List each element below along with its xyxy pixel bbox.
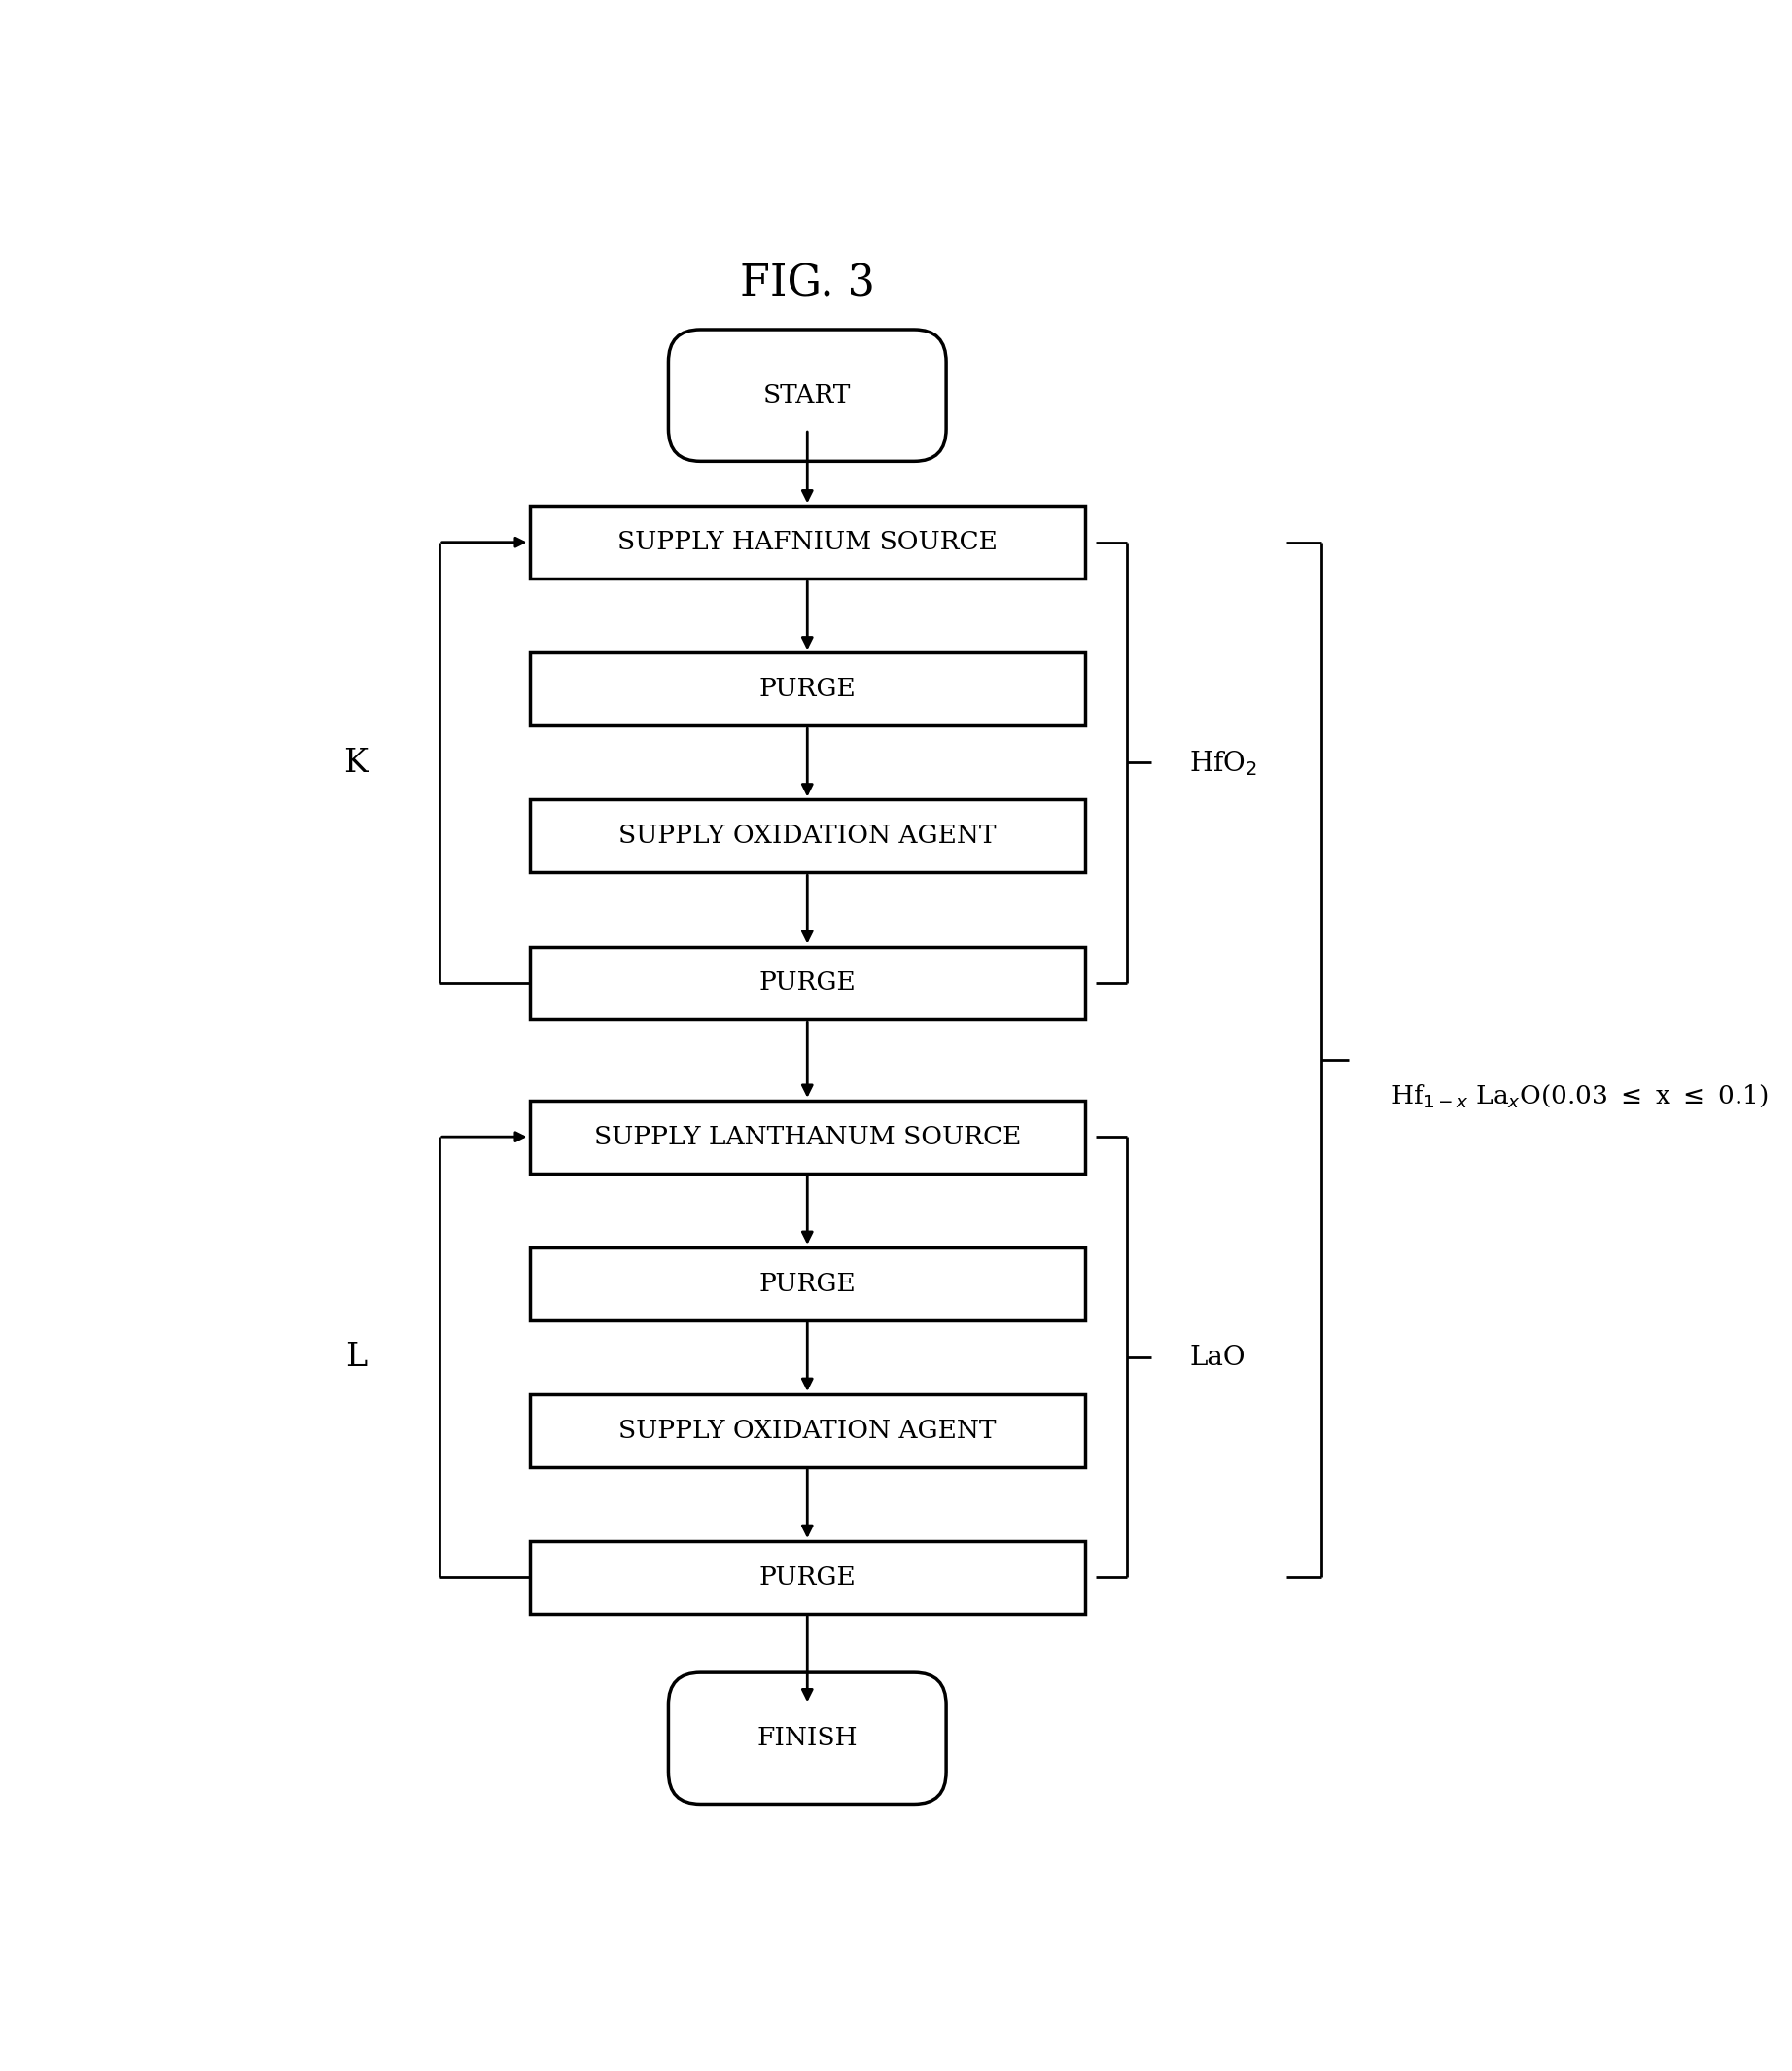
Text: PURGE: PURGE: [758, 677, 857, 702]
Text: FINISH: FINISH: [756, 1725, 858, 1750]
Text: K: K: [344, 748, 367, 779]
Bar: [530, 799, 1086, 872]
Text: SUPPLY LANTHANUM SOURCE: SUPPLY LANTHANUM SOURCE: [593, 1125, 1021, 1149]
Text: PURGE: PURGE: [758, 971, 857, 994]
Text: START: START: [763, 383, 851, 408]
FancyBboxPatch shape: [668, 1673, 946, 1804]
Text: FIG. 3: FIG. 3: [740, 263, 874, 304]
Text: SUPPLY OXIDATION AGENT: SUPPLY OXIDATION AGENT: [618, 1419, 996, 1443]
Text: PURGE: PURGE: [758, 1272, 857, 1296]
Bar: [530, 652, 1086, 725]
Text: PURGE: PURGE: [758, 1566, 857, 1591]
Text: Hf$_{1-x}$ La$_x$O(0.03 $\leq$ x $\leq$ 0.1): Hf$_{1-x}$ La$_x$O(0.03 $\leq$ x $\leq$ …: [1391, 1083, 1769, 1110]
Text: HfO$_2$: HfO$_2$: [1190, 750, 1258, 779]
Bar: [530, 1394, 1086, 1466]
Bar: [530, 946, 1086, 1019]
Text: LaO: LaO: [1190, 1344, 1245, 1371]
Bar: [530, 1247, 1086, 1319]
FancyBboxPatch shape: [668, 329, 946, 462]
Bar: [530, 1100, 1086, 1172]
Bar: [530, 1541, 1086, 1613]
Text: L: L: [346, 1342, 367, 1373]
Bar: [530, 505, 1086, 578]
Text: SUPPLY OXIDATION AGENT: SUPPLY OXIDATION AGENT: [618, 824, 996, 849]
Text: SUPPLY HAFNIUM SOURCE: SUPPLY HAFNIUM SOURCE: [616, 530, 998, 555]
